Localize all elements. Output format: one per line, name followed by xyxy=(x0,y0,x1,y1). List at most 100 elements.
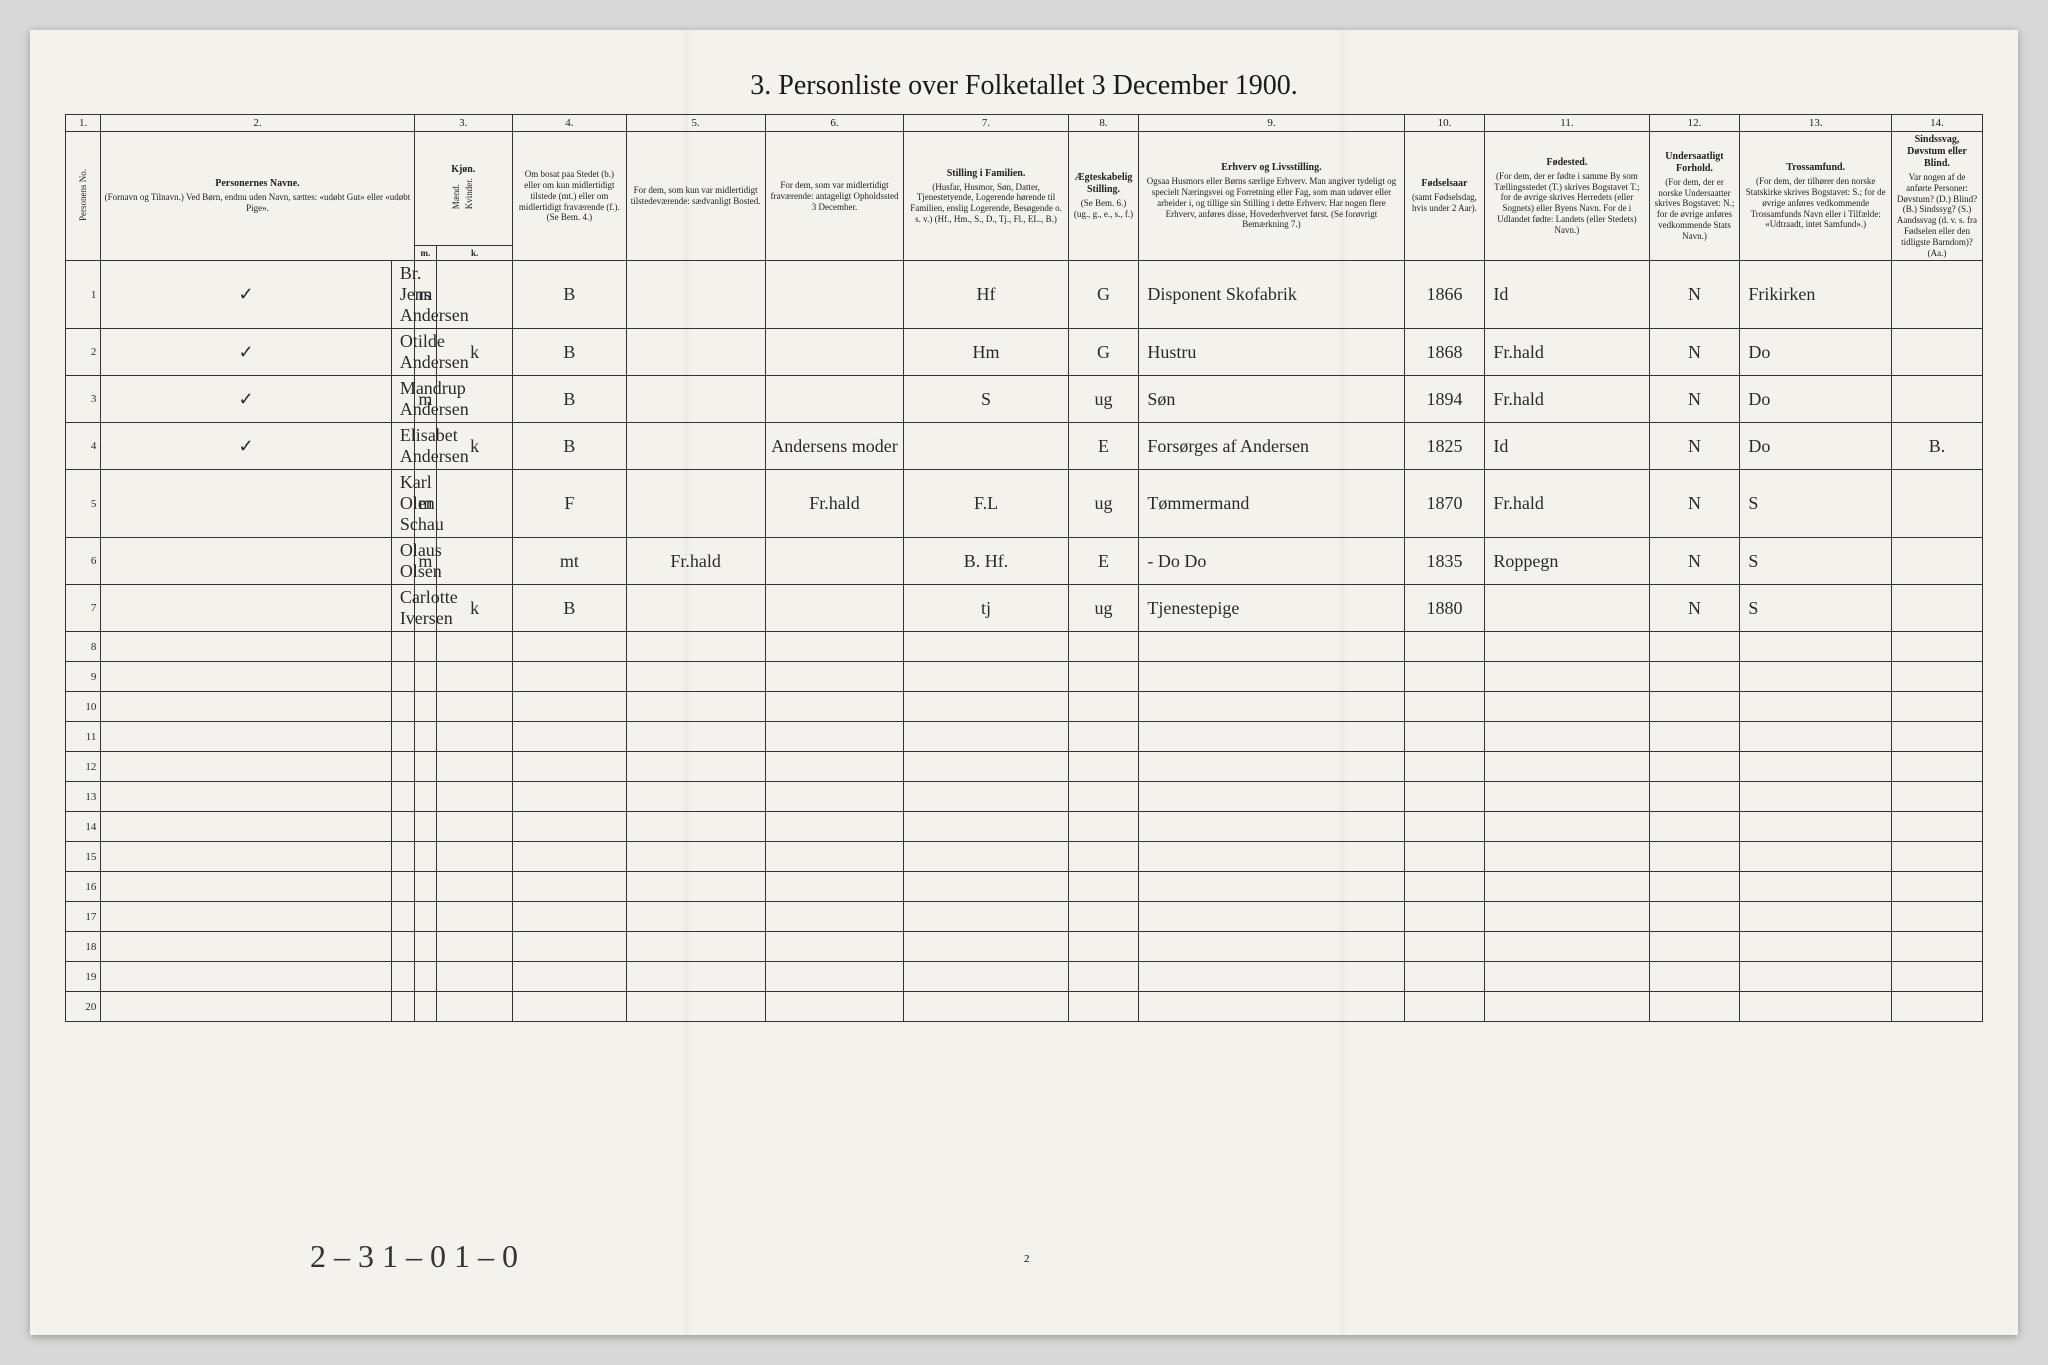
row-number: 10 xyxy=(66,692,101,722)
family-position-cell: tj xyxy=(904,585,1068,632)
checkmark xyxy=(101,962,391,992)
disability-cell xyxy=(1891,692,1982,722)
occupation-cell xyxy=(1139,842,1404,872)
birthyear-cell xyxy=(1404,992,1485,1022)
family-position-cell xyxy=(904,782,1068,812)
colnum-2: 2. xyxy=(101,115,414,132)
marital-cell: ug xyxy=(1068,470,1139,538)
gender-k: k. xyxy=(437,245,513,261)
marital-cell: ug xyxy=(1068,585,1139,632)
birthplace-cell xyxy=(1485,722,1649,752)
disability-cell xyxy=(1891,585,1982,632)
residence-cell: B xyxy=(513,423,627,470)
table-row: 20 xyxy=(66,992,1983,1022)
checkmark xyxy=(101,585,391,632)
religion-cell: Do xyxy=(1740,376,1892,423)
header-names: Personernes Navne. (Fornavn og Tilnavn.)… xyxy=(101,132,414,261)
usual-residence-cell xyxy=(626,692,765,722)
page-number: 2 xyxy=(1024,1253,1030,1265)
occupation-cell xyxy=(1139,812,1404,842)
citizenship-cell: N xyxy=(1649,261,1740,329)
colnum-8: 8. xyxy=(1068,115,1139,132)
usual-residence-cell xyxy=(626,842,765,872)
gender-k-cell xyxy=(437,782,513,812)
citizenship-cell: N xyxy=(1649,329,1740,376)
table-row: 5Karl Olen SchaumFFr.haldF.LugTømmermand… xyxy=(66,470,1983,538)
occupation-cell xyxy=(1139,752,1404,782)
family-position-cell xyxy=(904,692,1068,722)
present-location-cell xyxy=(765,329,904,376)
religion-cell: Do xyxy=(1740,423,1892,470)
table-row: 10 xyxy=(66,692,1983,722)
disability-cell xyxy=(1891,872,1982,902)
checkmark xyxy=(101,470,391,538)
present-location-cell xyxy=(765,632,904,662)
birthyear-cell xyxy=(1404,842,1485,872)
disability-cell xyxy=(1891,752,1982,782)
citizenship-cell: N xyxy=(1649,538,1740,585)
person-name xyxy=(391,962,414,992)
table-row: 12 xyxy=(66,752,1983,782)
person-name xyxy=(391,992,414,1022)
checkmark xyxy=(101,992,391,1022)
disability-cell xyxy=(1891,902,1982,932)
row-number: 8 xyxy=(66,632,101,662)
birthyear-cell: 1870 xyxy=(1404,470,1485,538)
religion-cell: Frikirken xyxy=(1740,261,1892,329)
gender-k-cell xyxy=(437,722,513,752)
person-name: Mandrup Andersen xyxy=(391,376,414,423)
header-birthplace: Fødested. (For dem, der er fødte i samme… xyxy=(1485,132,1649,261)
gender-m-cell xyxy=(414,692,437,722)
citizenship-cell xyxy=(1649,842,1740,872)
header-religion: Trossamfund. (For dem, der tilhører den … xyxy=(1740,132,1892,261)
marital-cell xyxy=(1068,872,1139,902)
residence-cell: B xyxy=(513,261,627,329)
colnum-12: 12. xyxy=(1649,115,1740,132)
birthyear-cell: 1894 xyxy=(1404,376,1485,423)
colnum-10: 10. xyxy=(1404,115,1485,132)
census-table: 1. 2. 3. 4. 5. 6. 7. 8. 9. 10. 11. 12. 1… xyxy=(65,114,1983,1022)
present-location-cell xyxy=(765,662,904,692)
colnum-6: 6. xyxy=(765,115,904,132)
birthplace-cell xyxy=(1485,752,1649,782)
family-position-cell: B. Hf. xyxy=(904,538,1068,585)
gender-m-cell xyxy=(414,662,437,692)
checkmark xyxy=(101,902,391,932)
colnum-5: 5. xyxy=(626,115,765,132)
birthyear-cell xyxy=(1404,752,1485,782)
birthplace-cell xyxy=(1485,632,1649,662)
usual-residence-cell xyxy=(626,261,765,329)
disability-cell xyxy=(1891,722,1982,752)
birthplace-cell xyxy=(1485,932,1649,962)
occupation-cell xyxy=(1139,632,1404,662)
birthyear-cell xyxy=(1404,812,1485,842)
birthyear-cell xyxy=(1404,722,1485,752)
birthplace-cell: Fr.hald xyxy=(1485,376,1649,423)
family-position-cell xyxy=(904,722,1068,752)
marital-cell xyxy=(1068,722,1139,752)
birthplace-cell xyxy=(1485,812,1649,842)
citizenship-cell xyxy=(1649,812,1740,842)
birthyear-cell xyxy=(1404,902,1485,932)
family-position-cell: S xyxy=(904,376,1068,423)
disability-cell xyxy=(1891,632,1982,662)
citizenship-cell: N xyxy=(1649,470,1740,538)
residence-cell: B xyxy=(513,329,627,376)
disability-cell xyxy=(1891,329,1982,376)
family-position-cell: F.L xyxy=(904,470,1068,538)
religion-cell xyxy=(1740,842,1892,872)
occupation-cell: Søn xyxy=(1139,376,1404,423)
gender-k-cell xyxy=(437,992,513,1022)
usual-residence-cell xyxy=(626,423,765,470)
occupation-cell xyxy=(1139,692,1404,722)
header-temp-absent: For dem, som var midlertidigt fraværende… xyxy=(765,132,904,261)
religion-cell: S xyxy=(1740,538,1892,585)
gender-k-cell xyxy=(437,962,513,992)
religion-cell xyxy=(1740,992,1892,1022)
gender-m-cell xyxy=(414,812,437,842)
usual-residence-cell xyxy=(626,585,765,632)
residence-cell xyxy=(513,842,627,872)
gender-k-cell xyxy=(437,692,513,722)
occupation-cell: - Do Do xyxy=(1139,538,1404,585)
person-name xyxy=(391,812,414,842)
